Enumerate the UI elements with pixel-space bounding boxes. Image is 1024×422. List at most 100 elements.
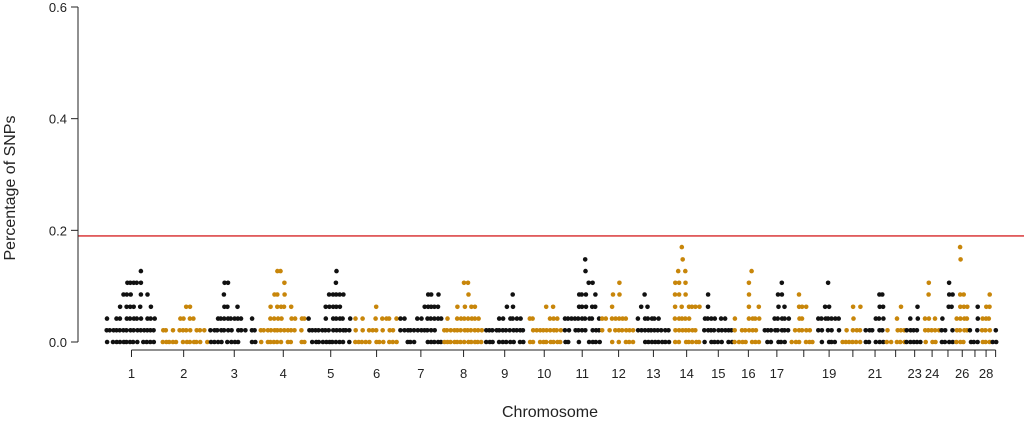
snp-point	[705, 304, 711, 310]
snp-point	[323, 304, 329, 310]
snp-point	[235, 316, 241, 321]
y-axis-ticks: 0.0 0.2 0.4 0.6	[49, 0, 78, 350]
snp-point	[566, 328, 572, 333]
snp-point	[796, 339, 802, 345]
snp-point	[337, 339, 342, 345]
snp-point	[915, 304, 920, 310]
snp-point	[593, 339, 599, 345]
snp-point	[613, 316, 618, 321]
snp-point	[292, 328, 297, 333]
snp-point	[746, 316, 752, 321]
snp-point	[942, 339, 948, 345]
snp-point	[789, 339, 794, 345]
snp-point	[511, 339, 516, 345]
x-tick-label: 24	[925, 366, 939, 381]
snp-point	[135, 328, 140, 333]
snp-point	[454, 339, 460, 345]
snp-point	[183, 328, 189, 333]
snp-point	[958, 257, 963, 262]
snp-point	[565, 316, 571, 321]
snp-point	[881, 339, 886, 345]
snp-point	[458, 328, 463, 333]
snp-point	[366, 328, 372, 333]
y-tick-label: 0.2	[49, 223, 67, 238]
snp-point	[576, 328, 581, 333]
snp-point	[885, 328, 890, 333]
snp-point	[908, 339, 913, 345]
snp-point	[282, 328, 287, 333]
snp-point	[597, 339, 602, 345]
snp-point	[327, 304, 332, 310]
snp-point	[275, 328, 280, 333]
x-tick-label: 12	[611, 366, 625, 381]
snp-point	[228, 316, 233, 321]
snp-points	[104, 244, 999, 345]
snp-point	[194, 339, 199, 345]
snp-point	[197, 339, 203, 345]
snp-point	[323, 316, 329, 321]
snp-point	[696, 339, 702, 345]
snp-point	[330, 292, 336, 297]
snp-point	[857, 339, 863, 345]
snp-point	[609, 304, 615, 310]
snp-point	[510, 292, 515, 297]
snp-point	[377, 339, 382, 345]
snp-point	[576, 339, 582, 345]
snp-point	[869, 328, 875, 333]
snp-point	[343, 328, 349, 333]
snp-point	[243, 328, 248, 333]
snp-point	[609, 339, 615, 345]
snp-point	[402, 316, 407, 321]
snp-point	[873, 339, 879, 345]
snp-point	[128, 280, 133, 286]
snp-point	[334, 268, 339, 274]
snp-point	[693, 328, 698, 333]
snp-point	[589, 316, 595, 321]
snp-point	[432, 328, 438, 333]
snp-point	[131, 304, 136, 310]
snp-point	[904, 328, 909, 333]
snp-point	[134, 316, 140, 321]
snp-point	[782, 328, 787, 333]
snp-point	[753, 328, 759, 333]
snp-point	[124, 292, 130, 297]
snp-point	[465, 316, 471, 321]
snp-point	[465, 328, 470, 333]
snp-point	[238, 316, 244, 321]
snp-point	[353, 339, 358, 345]
x-tick-label: 1	[128, 366, 135, 381]
snp-point	[394, 316, 399, 321]
snp-point	[586, 339, 592, 345]
snp-point	[876, 316, 882, 321]
snp-point	[565, 339, 571, 345]
snp-point	[676, 280, 682, 286]
snp-point	[438, 339, 444, 345]
snp-point	[124, 304, 129, 310]
snp-point	[884, 339, 890, 345]
snp-point	[898, 304, 904, 310]
snp-point	[630, 339, 636, 345]
snp-point	[425, 328, 430, 333]
snp-point	[448, 339, 453, 345]
snp-point	[288, 339, 294, 345]
snp-point	[575, 316, 581, 321]
snp-point	[229, 339, 234, 345]
snp-point	[990, 339, 995, 345]
snp-point	[616, 328, 622, 333]
snp-point	[702, 339, 707, 345]
snp-point	[709, 316, 714, 321]
snp-point	[983, 339, 988, 345]
snp-point	[846, 339, 852, 345]
snp-point	[961, 339, 966, 345]
snp-point	[163, 328, 169, 333]
snp-point	[558, 328, 564, 333]
snp-point	[282, 280, 287, 286]
snp-point	[534, 328, 539, 333]
snp-point	[309, 339, 315, 345]
snp-point	[194, 328, 199, 333]
snp-point	[275, 292, 280, 297]
snp-point	[353, 328, 359, 333]
snp-point	[543, 339, 549, 345]
snp-point	[268, 304, 273, 310]
snp-point	[218, 316, 223, 321]
